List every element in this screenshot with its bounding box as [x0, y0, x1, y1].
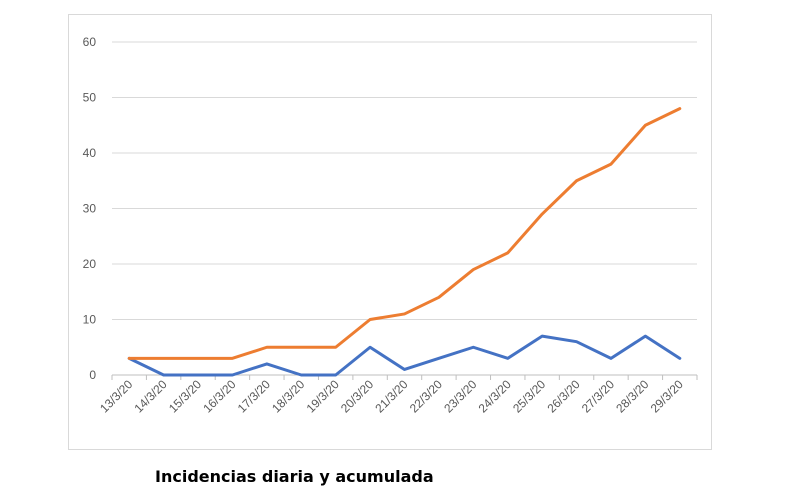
- x-tick-label: 20/3/20: [338, 377, 376, 415]
- x-tick-label: 14/3/20: [132, 377, 170, 415]
- series-line-diaria: [127, 334, 682, 377]
- x-tick-label: 22/3/20: [407, 377, 445, 415]
- x-tick-label: 21/3/20: [372, 377, 410, 415]
- x-tick-label: 15/3/20: [166, 377, 204, 415]
- y-tick-label: 30: [83, 202, 97, 216]
- series-line-acumulada: [127, 107, 682, 360]
- x-tick-label: 26/3/20: [544, 377, 582, 415]
- x-tick-label: 27/3/20: [579, 377, 617, 415]
- x-tick-label: 24/3/20: [476, 377, 514, 415]
- y-tick-label: 50: [83, 91, 97, 105]
- y-tick-label: 20: [83, 257, 97, 271]
- y-tick-label: 60: [83, 35, 97, 49]
- x-tick-label: 29/3/20: [648, 377, 686, 415]
- y-tick-label: 40: [83, 146, 97, 160]
- x-tick-label: 25/3/20: [510, 377, 548, 415]
- y-tick-label: 0: [89, 368, 96, 382]
- x-tick-label: 18/3/20: [269, 377, 307, 415]
- x-tick-label: 28/3/20: [613, 377, 651, 415]
- x-tick-label: 17/3/20: [235, 377, 273, 415]
- x-tick-label: 16/3/20: [200, 377, 238, 415]
- chart-title: Incidencias diaria y acumulada: [155, 467, 434, 486]
- y-tick-label: 10: [83, 313, 97, 327]
- x-tick-label: 23/3/20: [441, 377, 479, 415]
- x-tick-label: 19/3/20: [304, 377, 342, 415]
- chart-frame: [68, 14, 712, 450]
- x-tick-label: 13/3/20: [97, 377, 135, 415]
